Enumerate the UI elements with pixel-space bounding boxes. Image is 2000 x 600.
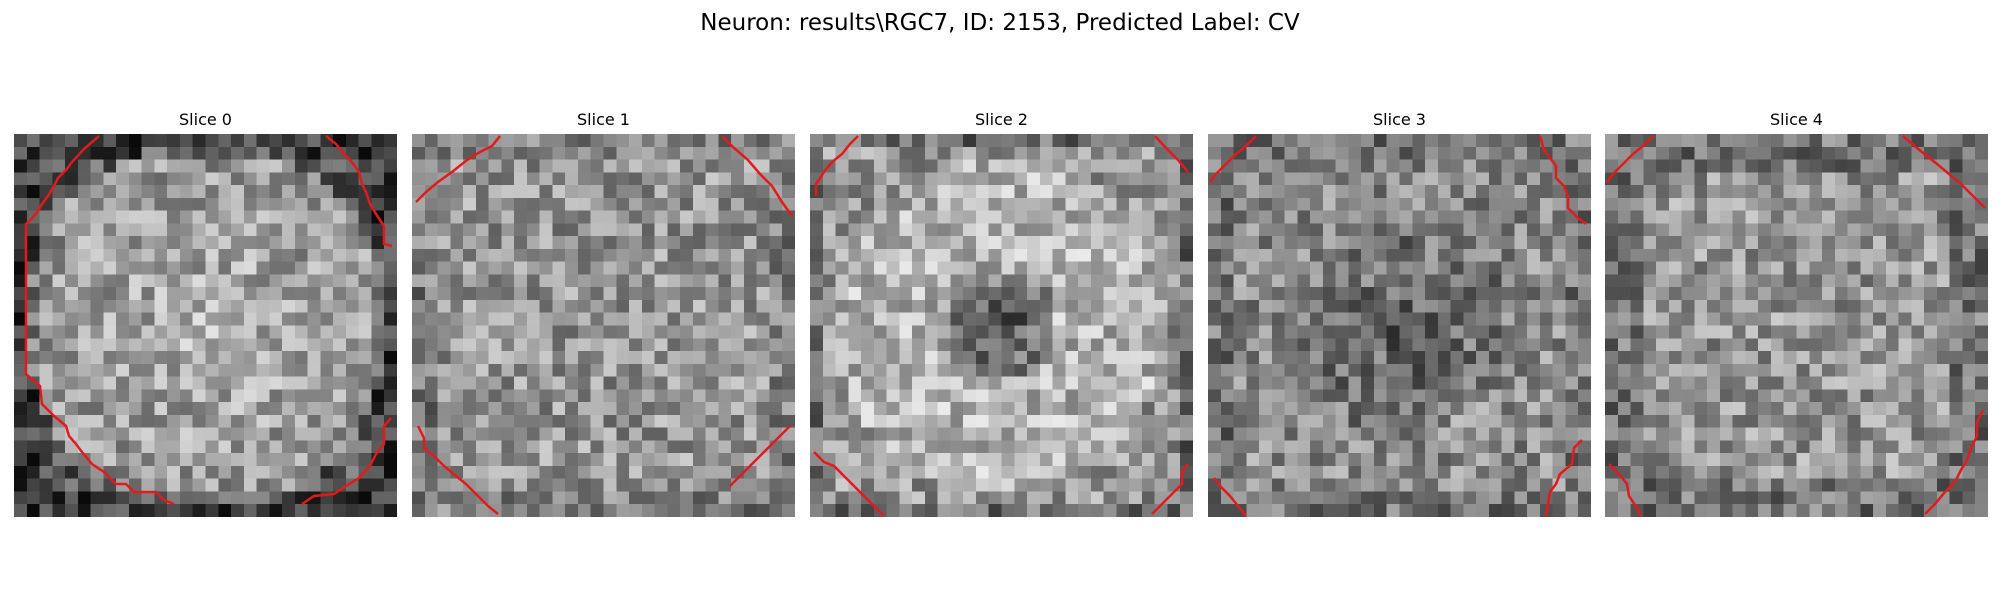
roi-contour-overlay (813, 135, 1189, 517)
roi-contour-line (729, 425, 791, 487)
slice-title: Slice 1 (577, 110, 630, 129)
slice-panel-1: Slice 1 (412, 110, 795, 517)
roi-contour-line (1544, 439, 1583, 517)
roi-contour-line (813, 451, 885, 517)
roi-contour-line (1606, 135, 1654, 183)
slice-image (810, 134, 1193, 517)
roi-contour-line (1154, 135, 1189, 173)
slice-image (1605, 134, 1988, 517)
slice-panel-3: Slice 3 (1208, 110, 1591, 517)
slice-panel-4: Slice 4 (1605, 110, 1988, 517)
slice-title: Slice 4 (1770, 110, 1823, 129)
roi-contour-line (325, 135, 393, 248)
roi-contour-line (1538, 135, 1587, 225)
roi-contour-overlay (1606, 135, 1986, 517)
figure-title: Neuron: results\RGC7, ID: 2153, Predicte… (700, 10, 1300, 36)
slice-image (412, 134, 795, 517)
roi-contour-line (416, 425, 499, 515)
roi-contour-line (1151, 463, 1189, 515)
slice-image (14, 134, 397, 517)
roi-contour-line (1209, 135, 1257, 183)
grayscale-slice-image (14, 134, 397, 517)
slice-image (1208, 134, 1591, 517)
roi-contour-line (301, 417, 392, 506)
roi-contour-line (415, 135, 501, 203)
roi-contour-line (1924, 409, 1985, 515)
grayscale-slice-image (1208, 134, 1591, 517)
grayscale-slice-image (1605, 134, 1988, 517)
slice-title: Slice 0 (179, 110, 232, 129)
roi-contour-line (721, 135, 794, 217)
roi-contour-overlay (415, 135, 794, 515)
roi-contour-overlay (24, 135, 393, 506)
roi-contour-line (814, 135, 859, 196)
roi-contour-line (1213, 477, 1247, 517)
grayscale-slice-image (810, 134, 1193, 517)
slice-title: Slice 3 (1373, 110, 1426, 129)
slice-panel-0: Slice 0 (14, 110, 397, 517)
roi-contour-line (24, 135, 175, 506)
roi-contour-line (1608, 463, 1643, 517)
slice-panel-2: Slice 2 (810, 110, 1193, 517)
roi-contour-line (1902, 135, 1986, 209)
grayscale-slice-image (412, 134, 795, 517)
slice-title: Slice 2 (975, 110, 1028, 129)
roi-contour-overlay (1209, 135, 1587, 517)
